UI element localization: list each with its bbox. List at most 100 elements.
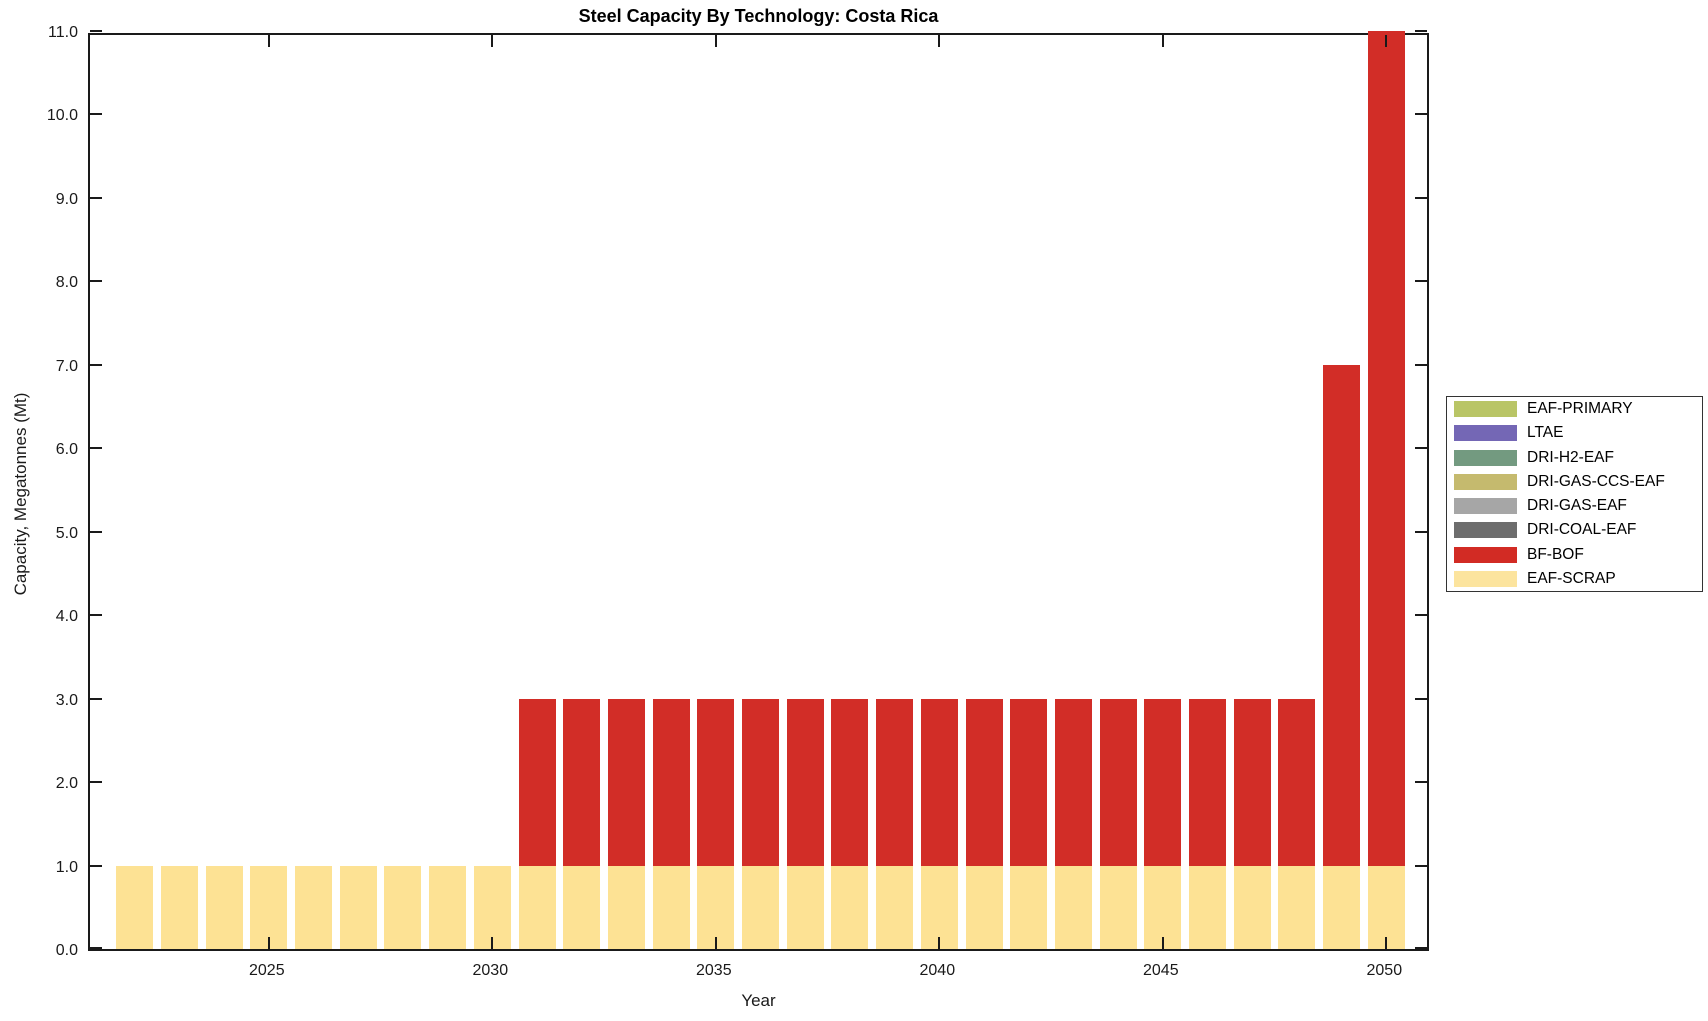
y-tick-left xyxy=(90,614,102,617)
bar-2046-BF-BOF xyxy=(1189,698,1226,866)
chart-title: Steel Capacity By Technology: Costa Rica xyxy=(578,6,939,26)
plot-area xyxy=(88,30,1429,951)
x-tick-bottom xyxy=(491,937,494,949)
x-tick-bottom xyxy=(938,937,941,949)
y-tick-left xyxy=(90,280,102,283)
bar-2032-BF-BOF xyxy=(563,698,601,866)
legend-swatch-EAF-PRIMARY xyxy=(1454,401,1517,418)
y-tick-left xyxy=(90,697,102,700)
y-tick-left xyxy=(90,447,102,450)
y-tick-right xyxy=(1415,196,1427,199)
bar-2034-BF-BOF xyxy=(652,698,690,866)
bar-2048-EAF-SCRAP xyxy=(1278,865,1316,949)
y-tick-label: 6.0 xyxy=(55,441,78,459)
y-tick-label: 7.0 xyxy=(55,357,78,375)
bar-2041-EAF-SCRAP xyxy=(965,865,1003,949)
x-tick-bottom xyxy=(1385,937,1388,949)
y-tick-label: 0.0 xyxy=(55,942,78,959)
y-tick-right xyxy=(1415,30,1427,32)
bar-2050-BF-BOF xyxy=(1367,31,1405,866)
legend-swatch-DRI-GAS-EAF xyxy=(1454,498,1517,515)
x-axis-label: Year xyxy=(741,991,776,1010)
bar-2047-EAF-SCRAP xyxy=(1233,865,1271,949)
legend-swatch-BF-BOF xyxy=(1454,546,1517,563)
bar-2026-EAF-SCRAP xyxy=(295,865,332,949)
y-tick-left xyxy=(90,113,102,116)
y-tick-right xyxy=(1415,697,1427,700)
y-tick-right xyxy=(1415,363,1427,366)
bar-2050-EAF-SCRAP xyxy=(1367,865,1405,949)
bar-2037-EAF-SCRAP xyxy=(786,865,824,949)
y-tick-right xyxy=(1415,781,1427,784)
legend-swatch-EAF-SCRAP xyxy=(1454,570,1517,587)
y-tick-left xyxy=(90,864,102,867)
x-tick-label: 2045 xyxy=(1143,962,1179,979)
bar-2043-EAF-SCRAP xyxy=(1054,865,1092,949)
bar-2030-EAF-SCRAP xyxy=(473,865,511,949)
x-tick-top xyxy=(938,35,941,47)
x-tick-label: 2050 xyxy=(1366,962,1403,979)
legend-swatch-DRI-GAS-CCS-EAF xyxy=(1454,473,1517,490)
x-tick-top xyxy=(1385,35,1388,47)
x-tick-label: 2025 xyxy=(249,962,285,979)
legend-item-LTAE: LTAE xyxy=(1454,421,1702,445)
legend: EAF-PRIMARY LTAE DRI-H2-EAF DRI-GAS-CCS-EAF… xyxy=(1446,396,1703,592)
legend-label: LTAE xyxy=(1527,424,1564,442)
bar-2025-EAF-SCRAP xyxy=(250,865,288,949)
bar-2027-EAF-SCRAP xyxy=(339,865,377,949)
x-tick-top xyxy=(1161,35,1164,47)
bar-2044-EAF-SCRAP xyxy=(1099,865,1137,949)
bar-2045-EAF-SCRAP xyxy=(1144,865,1182,949)
y-tick-left xyxy=(90,530,102,533)
legend-label: DRI-GAS-EAF xyxy=(1527,497,1627,515)
legend-label: EAF-PRIMARY xyxy=(1527,400,1633,418)
y-tick-label: 5.0 xyxy=(55,524,78,542)
bar-2036-BF-BOF xyxy=(742,698,779,866)
bar-2031-BF-BOF xyxy=(518,698,556,866)
legend-label: DRI-H2-EAF xyxy=(1527,448,1614,466)
x-tick-label: 2035 xyxy=(696,962,732,979)
bar-2022-EAF-SCRAP xyxy=(116,865,154,949)
y-tick-left xyxy=(90,30,102,32)
legend-item-BF-BOF: BF-BOF xyxy=(1454,543,1702,567)
bar-2045-BF-BOF xyxy=(1144,698,1182,866)
bar-2034-EAF-SCRAP xyxy=(652,865,690,949)
legend-item-DRI-COAL-EAF: DRI-COAL-EAF xyxy=(1454,518,1702,542)
legend-item-EAF-PRIMARY: EAF-PRIMARY xyxy=(1454,397,1702,421)
bar-2046-EAF-SCRAP xyxy=(1189,865,1226,949)
x-tick-top xyxy=(267,35,270,47)
y-tick-right xyxy=(1415,864,1427,867)
bar-2038-BF-BOF xyxy=(831,698,869,866)
y-tick-label: 1.0 xyxy=(55,858,78,876)
y-tick-label: 2.0 xyxy=(55,775,78,793)
bar-2043-BF-BOF xyxy=(1054,698,1092,866)
legend-swatch-DRI-COAL-EAF xyxy=(1454,522,1517,539)
y-tick-label: 8.0 xyxy=(55,274,78,292)
bar-2040-EAF-SCRAP xyxy=(920,865,958,949)
y-tick-right xyxy=(1415,447,1427,450)
bar-2047-BF-BOF xyxy=(1233,698,1271,866)
bar-2039-EAF-SCRAP xyxy=(876,865,914,949)
y-tick-left xyxy=(90,363,102,366)
bar-2036-EAF-SCRAP xyxy=(742,865,779,949)
y-tick-label: 10.0 xyxy=(46,107,78,125)
bar-2028-EAF-SCRAP xyxy=(384,865,422,949)
bar-2040-BF-BOF xyxy=(920,698,958,866)
y-tick-right xyxy=(1415,280,1427,283)
x-tick-bottom xyxy=(267,937,270,949)
y-tick-left xyxy=(90,947,102,949)
bar-2031-EAF-SCRAP xyxy=(518,865,556,949)
bar-2035-EAF-SCRAP xyxy=(697,865,735,949)
y-tick-right xyxy=(1415,614,1427,617)
x-tick-top xyxy=(714,35,717,47)
legend-label: DRI-COAL-EAF xyxy=(1527,521,1637,539)
x-tick-bottom xyxy=(714,937,717,949)
legend-label: DRI-GAS-CCS-EAF xyxy=(1527,472,1665,490)
x-tick-top xyxy=(491,35,494,47)
y-tick-left xyxy=(90,781,102,784)
bar-2044-BF-BOF xyxy=(1099,698,1137,866)
legend-label: EAF-SCRAP xyxy=(1527,569,1616,587)
y-tick-right xyxy=(1415,530,1427,533)
bar-2041-BF-BOF xyxy=(965,698,1003,866)
